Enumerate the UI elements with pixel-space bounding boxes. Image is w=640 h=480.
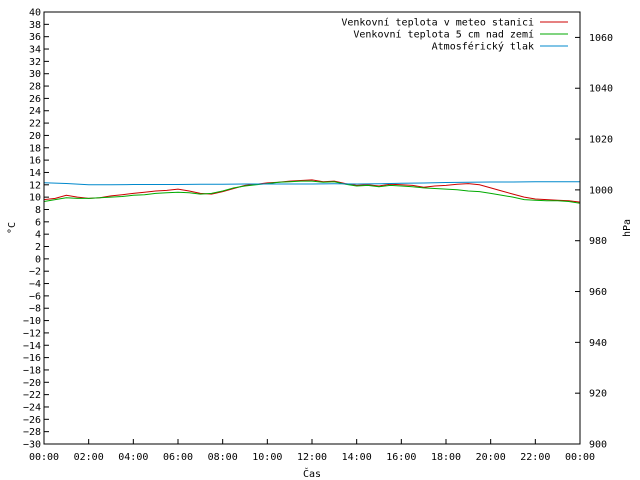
x-tick-label: 00:00 (565, 452, 595, 463)
x-tick-label: 16:00 (386, 452, 416, 463)
x-tick-label: 06:00 (163, 452, 193, 463)
y-tick-label: −18 (23, 365, 41, 376)
y-tick-label: 4 (35, 230, 41, 241)
y-tick-label: −14 (23, 341, 41, 352)
y-tick-label: 12 (29, 180, 41, 191)
y-tick-label: 32 (29, 57, 41, 68)
legend: Venkovní teplota v meteo staniciVenkovní… (341, 17, 568, 53)
y-axis-label: °C (7, 222, 18, 234)
y-tick-label: −16 (23, 353, 41, 364)
y-tick-label: −22 (23, 390, 41, 401)
y-tick-label: 26 (29, 94, 41, 105)
y-tick-label: −10 (23, 316, 41, 327)
y-tick-label: 2 (35, 242, 41, 253)
tick-marks (43, 11, 581, 445)
series-line-2 (43, 181, 580, 186)
y-tick-label: −4 (29, 279, 41, 290)
y2-tick-label: 1040 (589, 84, 613, 95)
legend-label: Venkovní teplota v meteo stanici (341, 17, 534, 29)
x-tick-label: 14:00 (342, 452, 372, 463)
y-tick-label: 14 (29, 168, 41, 179)
x-tick-label: 04:00 (118, 452, 148, 463)
x-tick-label: 18:00 (431, 452, 461, 463)
y-axis-tick-labels: −30−28−26−24−22−20−18−16−14−12−10−8−6−4−… (23, 8, 41, 451)
y2-tick-label: 900 (589, 440, 607, 451)
x-tick-label: 02:00 (74, 452, 104, 463)
x-axis-label: Čas (303, 467, 321, 480)
y2-tick-label: 920 (589, 389, 607, 400)
y-tick-label: −2 (29, 267, 41, 278)
y-tick-label: 28 (29, 82, 41, 93)
y2-tick-label: 940 (589, 338, 607, 349)
y-tick-label: 18 (29, 143, 41, 154)
y-tick-label: −20 (23, 378, 41, 389)
y-tick-label: −28 (23, 427, 41, 438)
y-tick-label: −26 (23, 415, 41, 426)
series-lines (43, 179, 581, 204)
y-tick-label: 10 (29, 193, 41, 204)
y2-tick-label: 1060 (589, 33, 613, 44)
x-tick-label: 12:00 (297, 452, 327, 463)
y-tick-label: 34 (29, 45, 41, 56)
y2-tick-label: 980 (589, 236, 607, 247)
y-tick-label: 30 (29, 69, 41, 80)
legend-label: Atmosférický tlak (432, 41, 534, 53)
y2-tick-label: 1000 (589, 185, 613, 196)
y-tick-label: −12 (23, 328, 41, 339)
y2-axis-label: hPa (622, 219, 633, 237)
x-axis-tick-labels: 00:00 02:00 04:00 06:00 08:00 10:00 12:00 14:00… (29, 452, 595, 463)
y-tick-label: −24 (23, 402, 41, 413)
y-tick-label: 40 (29, 8, 41, 19)
y-tick-label: 36 (29, 32, 41, 43)
x-tick-label: 22:00 (520, 452, 550, 463)
y-tick-label: −6 (29, 291, 41, 302)
x-tick-label: 10:00 (252, 452, 282, 463)
y-tick-label: 8 (35, 205, 41, 216)
y2-tick-label: 960 (589, 287, 607, 298)
plot-area-border (43, 11, 581, 445)
x-tick-label: 20:00 (476, 452, 506, 463)
series-line-1 (43, 180, 581, 204)
y-tick-label: 24 (29, 106, 41, 117)
y2-tick-label: 1020 (589, 135, 613, 146)
y-tick-label: 16 (29, 156, 41, 167)
y-tick-label: −30 (23, 440, 41, 451)
y-tick-label: 22 (29, 119, 41, 130)
y-tick-label: −8 (29, 304, 41, 315)
y2-axis-tick-labels: 900 920 940 960 980 1000 1020 1040 1060 (589, 33, 613, 451)
x-tick-label: 08:00 (208, 452, 238, 463)
y-tick-label: 20 (29, 131, 41, 142)
y-tick-label: 38 (29, 20, 41, 31)
x-tick-label: 00:00 (29, 452, 59, 463)
legend-label: Venkovní teplota 5 cm nad zemí (353, 29, 534, 41)
y-tick-label: 6 (35, 217, 41, 228)
series-line-0 (43, 179, 581, 203)
y-tick-label: 0 (35, 254, 41, 265)
